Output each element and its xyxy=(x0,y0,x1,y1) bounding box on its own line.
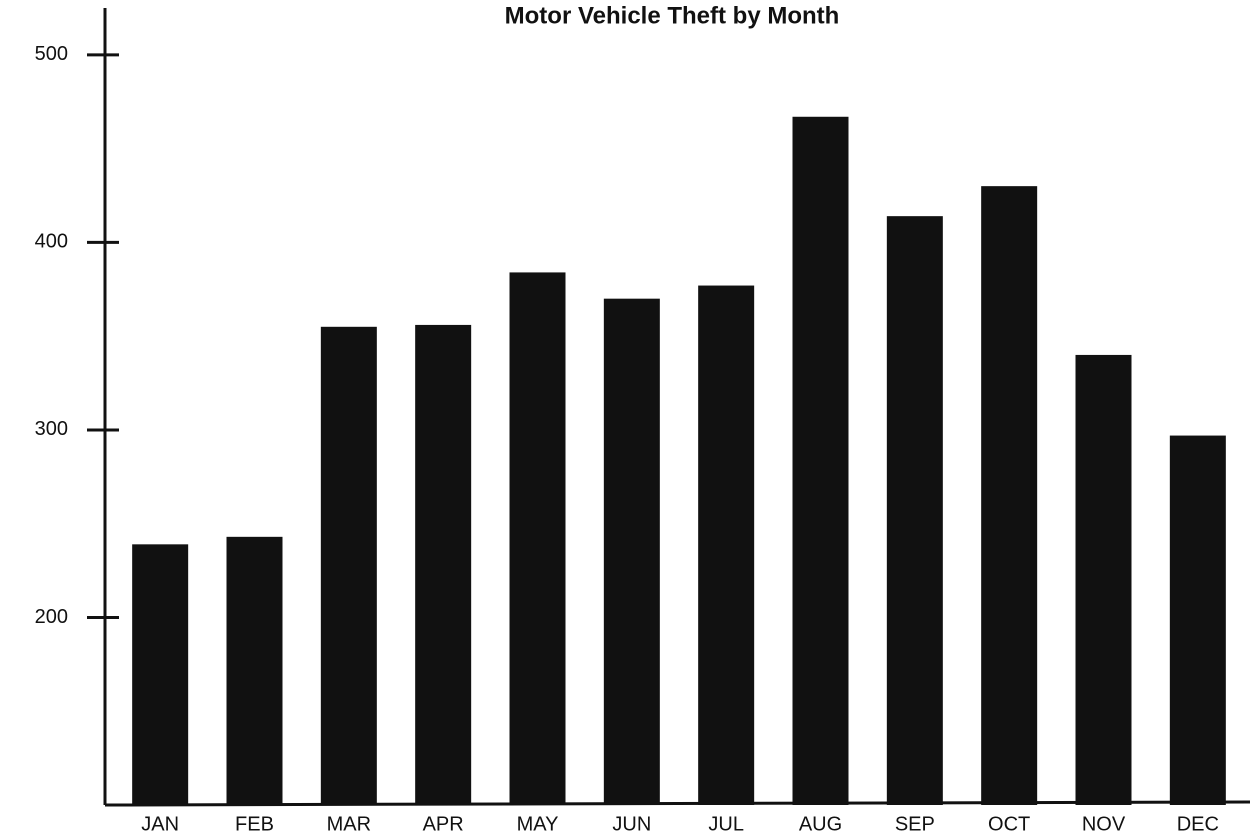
y-tick-label: 400 xyxy=(35,231,68,253)
bar xyxy=(1075,354,1132,805)
bar xyxy=(320,326,377,805)
bar xyxy=(132,544,189,805)
bar xyxy=(792,116,849,805)
bar xyxy=(509,272,566,805)
y-tick-label: 200 xyxy=(35,606,68,628)
x-tick-label: MAY xyxy=(517,813,559,835)
x-tick-label: FEB xyxy=(235,813,274,835)
bar xyxy=(1169,435,1226,805)
x-tick-label: NOV xyxy=(1082,813,1126,835)
x-tick-label: JUL xyxy=(708,813,744,835)
bar xyxy=(698,285,755,805)
bar xyxy=(981,186,1038,805)
y-tick-label: 500 xyxy=(35,43,68,65)
x-tick-label: OCT xyxy=(988,813,1030,835)
bar xyxy=(886,216,943,805)
x-tick-label: DEC xyxy=(1177,813,1219,835)
y-tick-label: 300 xyxy=(35,418,68,440)
x-tick-label: AUG xyxy=(799,813,842,835)
x-tick-label: SEP xyxy=(895,813,935,835)
x-tick-label: JUN xyxy=(612,813,651,835)
x-tick-label: MAR xyxy=(327,813,371,835)
x-tick-label: APR xyxy=(423,813,464,835)
bar xyxy=(415,324,472,805)
bar xyxy=(603,298,660,805)
x-tick-label: JAN xyxy=(141,813,179,835)
bar xyxy=(226,536,283,805)
chart-title: Motor Vehicle Theft by Month xyxy=(505,2,840,29)
x-axis xyxy=(104,800,1250,807)
